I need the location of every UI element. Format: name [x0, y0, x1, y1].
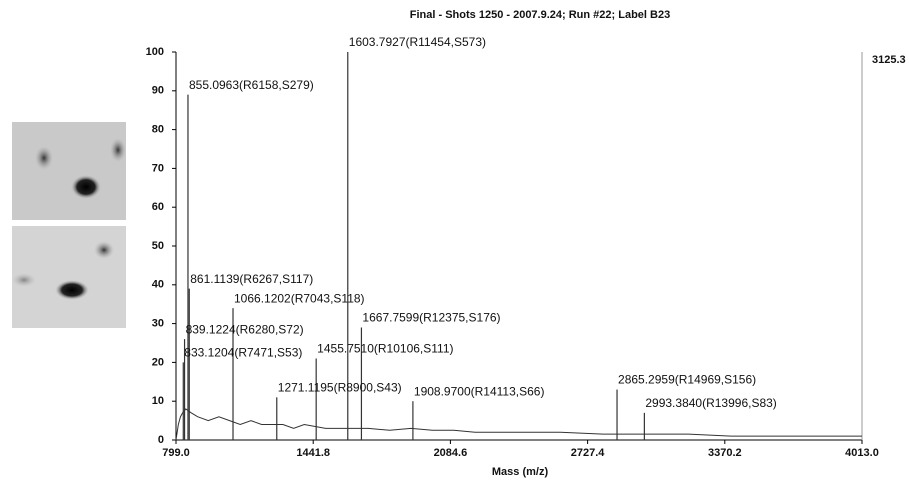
- gel-spot: [71, 175, 101, 199]
- y-tick-label: 90: [152, 85, 164, 97]
- gel-spot: [35, 146, 53, 170]
- peak-label: 1667.7599(R12375,S176): [362, 311, 500, 325]
- peak-label: 1908.9700(R14113,S66): [414, 384, 545, 398]
- peak-label: 1455.7510(R10106,S111): [317, 342, 453, 356]
- y-tick-label: 0: [158, 434, 164, 446]
- y-tick-label: 10: [152, 395, 164, 407]
- chart-title: Final - Shots 1250 - 2007.9.24; Run #22;…: [410, 9, 670, 21]
- peak-label: 861.1139(R6267,S117): [190, 272, 313, 286]
- chart: Final - Shots 1250 - 2007.9.24; Run #22;…: [0, 0, 909, 481]
- gel-spot: [110, 138, 126, 162]
- y-tick-label: 60: [152, 201, 164, 213]
- y-tick-label: 50: [152, 240, 164, 252]
- y-tick-label: 70: [152, 162, 164, 174]
- x-axis-label: Mass (m/z): [492, 466, 549, 478]
- x-tick-label: 1441.8: [296, 447, 330, 459]
- peak-label: 1271.1195(R8900,S43): [278, 380, 402, 394]
- peak-label: 833.1204(R7471,S53): [184, 346, 302, 360]
- gel-spot: [12, 273, 36, 287]
- x-tick-label: 3370.2: [708, 447, 742, 459]
- peak-label: 1066.1202(R7043,S118): [234, 291, 365, 305]
- gel-image: [12, 122, 126, 220]
- peak-label: 2865.2959(R14969,S156): [618, 373, 756, 387]
- y-tick-label: 80: [152, 124, 164, 136]
- annotation: 3125.3: [872, 54, 906, 66]
- y-tick-label: 30: [152, 318, 164, 330]
- page: {"chart_data": {"type": "line", "title":…: [0, 0, 909, 481]
- gel-images: [12, 122, 126, 328]
- x-tick-label: 2727.4: [571, 447, 606, 459]
- x-tick-label: 799.0: [162, 447, 190, 459]
- peak-label: 2993.3840(R13996,S83): [645, 396, 776, 410]
- gel-spot: [94, 241, 114, 259]
- peak-label: 1603.7927(R11454,S573): [349, 35, 486, 49]
- spectrum-line: [176, 409, 862, 440]
- y-tick-label: 100: [146, 46, 164, 58]
- y-tick-label: 40: [152, 279, 164, 291]
- x-tick-label: 2084.6: [434, 447, 468, 459]
- peak-label: 839.1224(R6280,S72): [186, 322, 304, 336]
- x-tick-label: 4013.0: [845, 447, 879, 459]
- y-tick-label: 20: [152, 356, 164, 368]
- peak-label: 855.0963(R6158,S279): [189, 78, 314, 92]
- gel-spot: [55, 280, 89, 300]
